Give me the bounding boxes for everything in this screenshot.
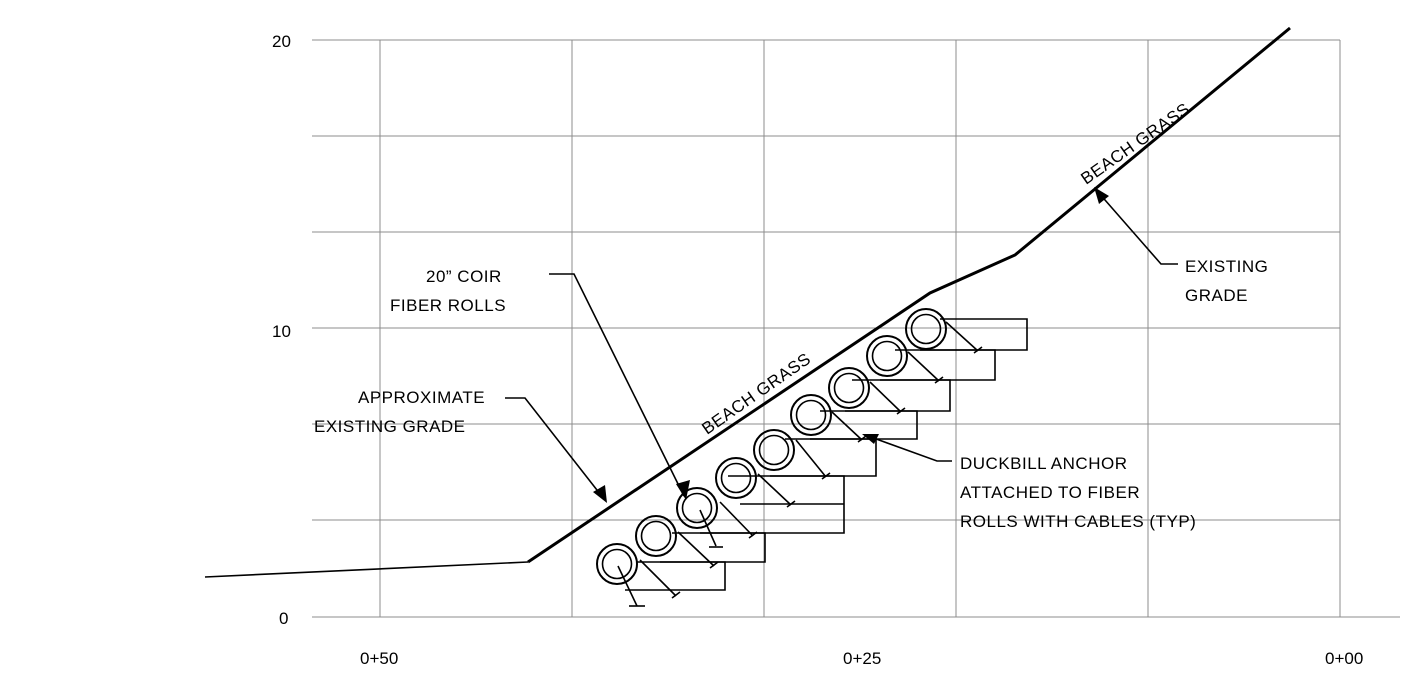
coir-fiber-rolls — [596, 308, 947, 585]
coir-rolls-label-line2: FIBER ROLLS — [390, 296, 506, 315]
fiber-roll — [596, 543, 638, 585]
x-tick-0-25: 0+25 — [843, 649, 881, 668]
x-tick-0-00: 0+00 — [1325, 649, 1363, 668]
duckbill-label-line3: ROLLS WITH CABLES (TYP) — [960, 512, 1196, 531]
existing-grade-label-line1: EXISTING — [1185, 257, 1268, 276]
fiber-roll — [866, 335, 908, 377]
beach-grass-label-lower: BEACH GRASS — [698, 349, 814, 438]
y-tick-20: 20 — [272, 32, 291, 51]
grid — [312, 39, 1400, 618]
existing-grade-leader — [1094, 187, 1178, 265]
duckbill-label-line2: ATTACHED TO FIBER — [960, 483, 1140, 502]
coir-rolls-label-line1: 20” COIR — [426, 267, 502, 286]
fiber-roll — [790, 394, 832, 436]
y-tick-10: 10 — [272, 322, 291, 341]
duckbill-anchors — [617, 321, 983, 607]
fiber-roll — [828, 367, 870, 409]
fiber-roll — [635, 515, 677, 557]
existing-grade-toe-line — [204, 561, 529, 578]
fiber-roll — [753, 429, 795, 471]
coir-rolls-leader — [549, 273, 690, 500]
approximate-grade-leader — [505, 397, 607, 503]
y-tick-0: 0 — [279, 609, 288, 628]
approximate-grade-label-line2: EXISTING GRADE — [314, 417, 466, 436]
approximate-grade-label-line1: APPROXIMATE — [358, 388, 485, 407]
duckbill-anchor-leader — [862, 434, 952, 462]
fiber-roll — [905, 308, 947, 350]
fiber-roll — [676, 487, 718, 529]
x-tick-0-50: 0+50 — [360, 649, 398, 668]
fiber-roll — [715, 457, 757, 499]
beach-grass-label-upper: BEACH GRASS — [1077, 99, 1193, 188]
existing-grade-line — [527, 26, 1291, 564]
duckbill-label-line1: DUCKBILL ANCHOR — [960, 454, 1127, 473]
existing-grade-label-line2: GRADE — [1185, 286, 1248, 305]
